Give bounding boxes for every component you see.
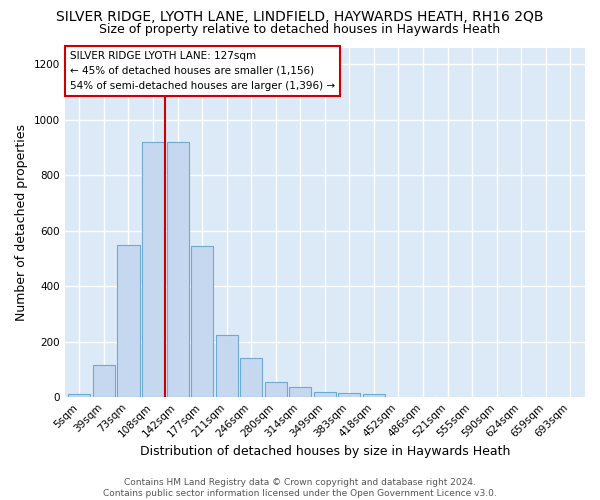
X-axis label: Distribution of detached houses by size in Haywards Heath: Distribution of detached houses by size …: [140, 444, 510, 458]
Text: Size of property relative to detached houses in Haywards Heath: Size of property relative to detached ho…: [100, 22, 500, 36]
Bar: [191, 246, 213, 397]
Text: Contains HM Land Registry data © Crown copyright and database right 2024.
Contai: Contains HM Land Registry data © Crown c…: [103, 478, 497, 498]
Bar: [93, 366, 115, 397]
Bar: [265, 382, 287, 397]
Bar: [412, 396, 434, 397]
Bar: [338, 394, 361, 397]
Bar: [289, 387, 311, 397]
Bar: [240, 358, 262, 397]
Bar: [388, 396, 410, 397]
Bar: [68, 394, 91, 397]
Bar: [363, 394, 385, 397]
Y-axis label: Number of detached properties: Number of detached properties: [15, 124, 28, 321]
Text: SILVER RIDGE, LYOTH LANE, LINDFIELD, HAYWARDS HEATH, RH16 2QB: SILVER RIDGE, LYOTH LANE, LINDFIELD, HAY…: [56, 10, 544, 24]
Text: SILVER RIDGE LYOTH LANE: 127sqm
← 45% of detached houses are smaller (1,156)
54%: SILVER RIDGE LYOTH LANE: 127sqm ← 45% of…: [70, 51, 335, 90]
Bar: [118, 244, 140, 397]
Bar: [215, 335, 238, 397]
Bar: [167, 142, 188, 397]
Bar: [314, 392, 336, 397]
Bar: [142, 142, 164, 397]
